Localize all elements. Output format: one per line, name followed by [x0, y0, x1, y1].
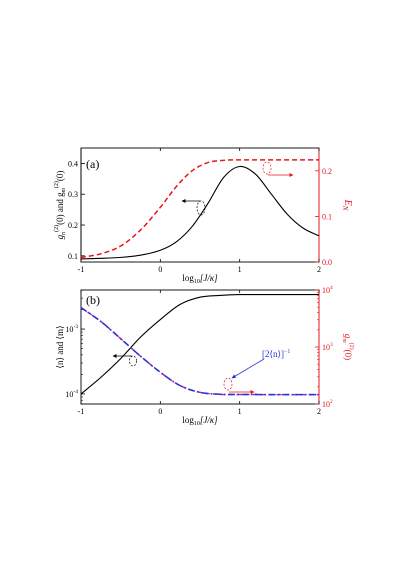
x-tick-label: 2 [317, 407, 321, 416]
series-line-0 [80, 165, 320, 260]
y-right-tick-label: 0.2 [322, 167, 332, 176]
panel-a-right-indicator [262, 161, 294, 177]
panel-b-annotation: [2⟨n⟩]−1 [262, 349, 290, 359]
x-tick-label: 2 [317, 265, 321, 274]
series-line-2 [80, 307, 320, 396]
panel-b-ylabel-left: ⟨n⟩ and ⟨m⟩ [55, 325, 65, 368]
y-left-tick-label: 0.1 [68, 252, 78, 261]
x-tick-label: -1 [78, 407, 85, 416]
series-line-1 [80, 159, 319, 259]
panel-b-left-indicator [112, 354, 137, 367]
y-right-tick-label: 102 [322, 399, 333, 409]
y-right-tick-label: 0.0 [322, 258, 332, 267]
panel-b-xlabel: log10[J/κ] [182, 415, 218, 427]
panel-a-xlabel: log10[J/κ] [182, 273, 218, 285]
panel-a-ylabel-right: EN [341, 199, 353, 211]
x-tick-label: 0 [158, 407, 162, 416]
x-tick-label: 1 [238, 265, 242, 274]
y-right-tick-label: 104 [322, 285, 333, 295]
x-tick-label: -1 [78, 265, 85, 274]
panel-a: -1 0 1 2 0.1 0.2 0.3 0.4 0.0 0.1 0.2 (a) gn(2)(0) … [53, 147, 353, 285]
panel-b-right-indicator [223, 377, 255, 394]
panel-b-ylabel-right: gm(2)(0) [341, 334, 355, 360]
y-left-tick-label: 0.3 [68, 190, 78, 199]
series-line-0 [80, 293, 319, 395]
panel-b-annotation-arrow [231, 358, 265, 379]
y-left-tick-label: 10-4 [65, 389, 78, 399]
y-left-tick-label: 0.4 [68, 159, 78, 168]
panel-a-ylabel-left: gn(2)(0) and gm(2)(0) [53, 171, 67, 240]
x-tick-label: 1 [238, 407, 242, 416]
panel-b-label: (b) [86, 293, 100, 307]
panel-a-left-indicator [181, 199, 206, 216]
y-left-tick-label: 10-3 [65, 324, 78, 334]
panel-a-label: (a) [86, 157, 99, 171]
y-right-tick-label: 103 [322, 342, 333, 352]
panel-b-frame [80, 289, 320, 405]
panel-b: -1 0 1 2 10-4 10-3 102 103 104 (b) ⟨n⟩ and ⟨m⟩ g… [55, 285, 355, 427]
y-left-tick-label: 0.2 [68, 221, 78, 230]
y-right-tick-label: 0.1 [322, 212, 332, 221]
x-tick-label: 0 [158, 265, 162, 274]
